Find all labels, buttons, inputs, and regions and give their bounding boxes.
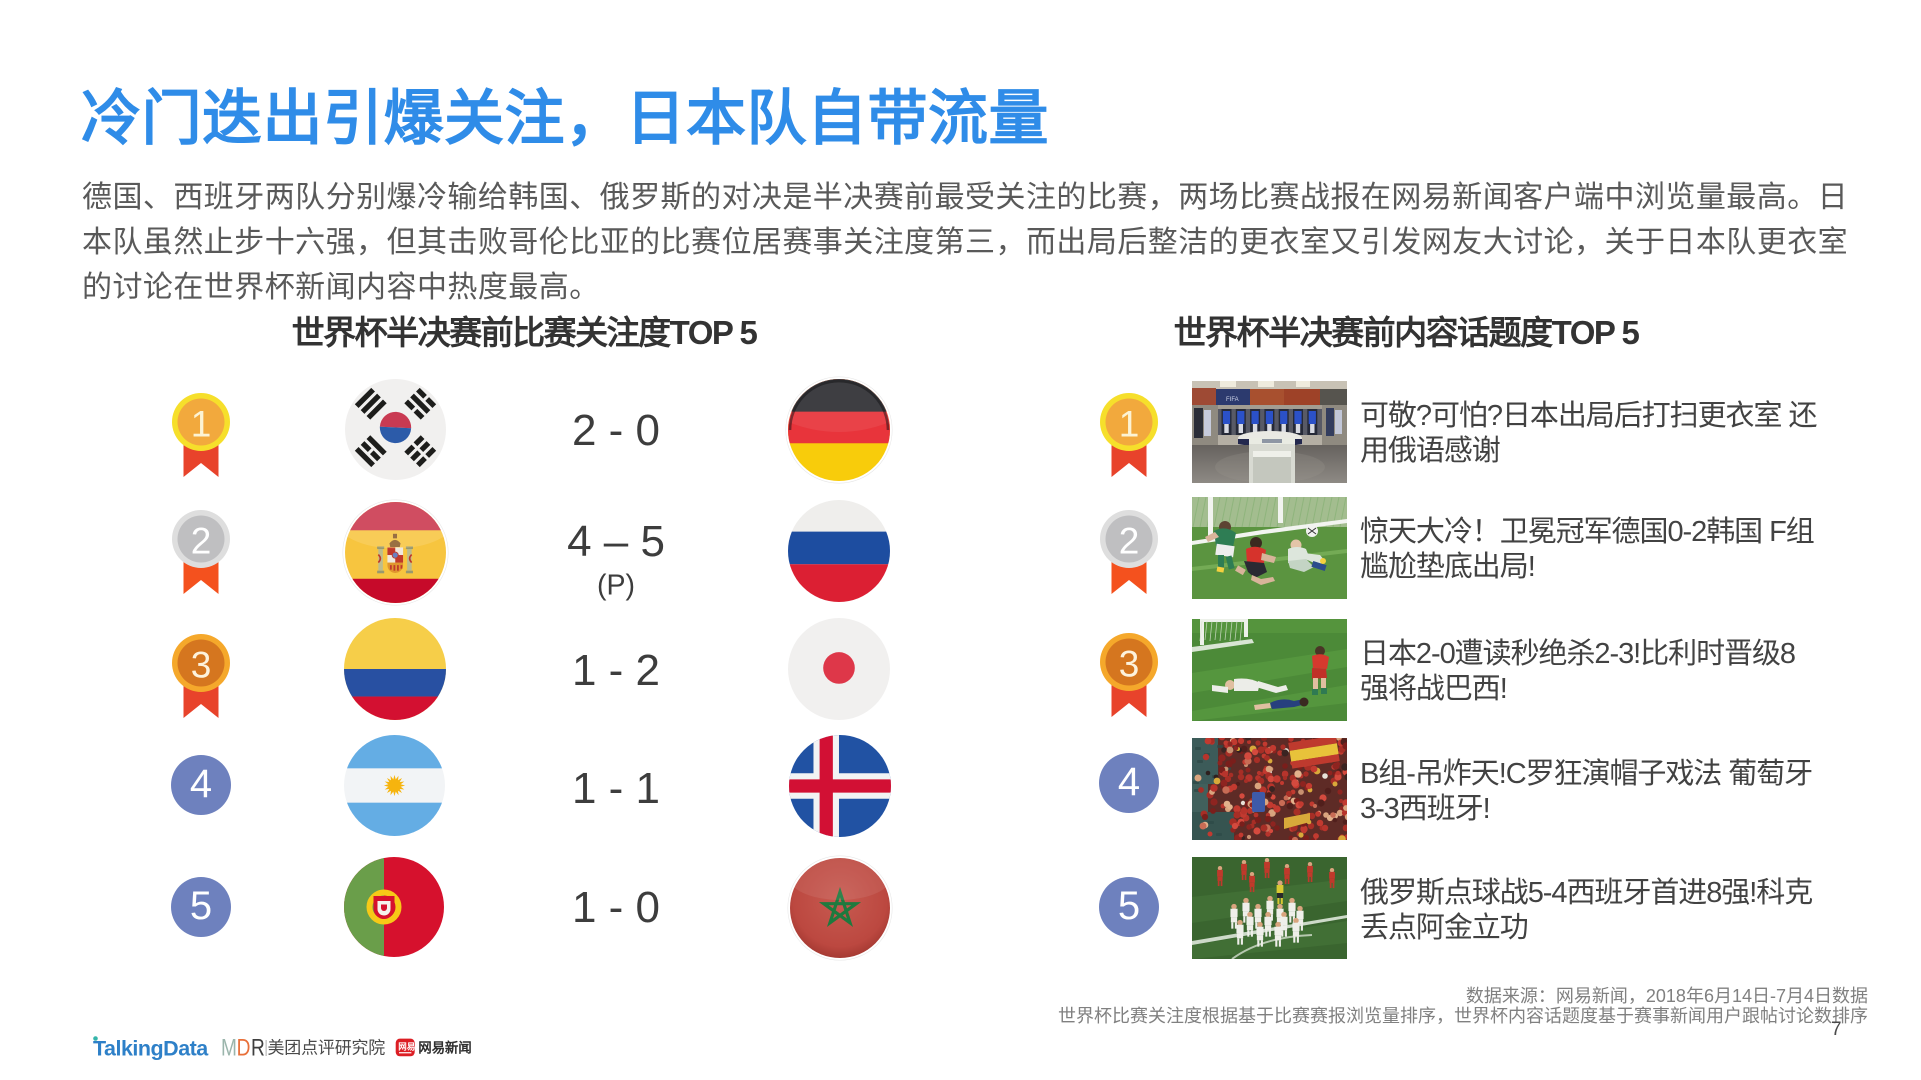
svg-text:M: M: [221, 1035, 237, 1061]
svg-text:网易新闻: 网易新闻: [418, 1040, 471, 1056]
svg-text:3: 3: [191, 645, 212, 686]
svg-text:网易: 网易: [398, 1042, 415, 1052]
svg-text:D: D: [237, 1035, 251, 1061]
svg-text:2: 2: [191, 520, 212, 561]
svg-text:美团点评研究院: 美团点评研究院: [268, 1039, 386, 1058]
svg-text:R: R: [251, 1035, 265, 1061]
svg-text:1: 1: [191, 404, 212, 445]
svg-text:FIFA: FIFA: [1226, 397, 1239, 403]
svg-text:1: 1: [1119, 404, 1140, 445]
svg-text:3: 3: [1119, 644, 1140, 685]
svg-text:2: 2: [1119, 521, 1140, 562]
svg-text:TalkingData: TalkingData: [93, 1037, 209, 1061]
